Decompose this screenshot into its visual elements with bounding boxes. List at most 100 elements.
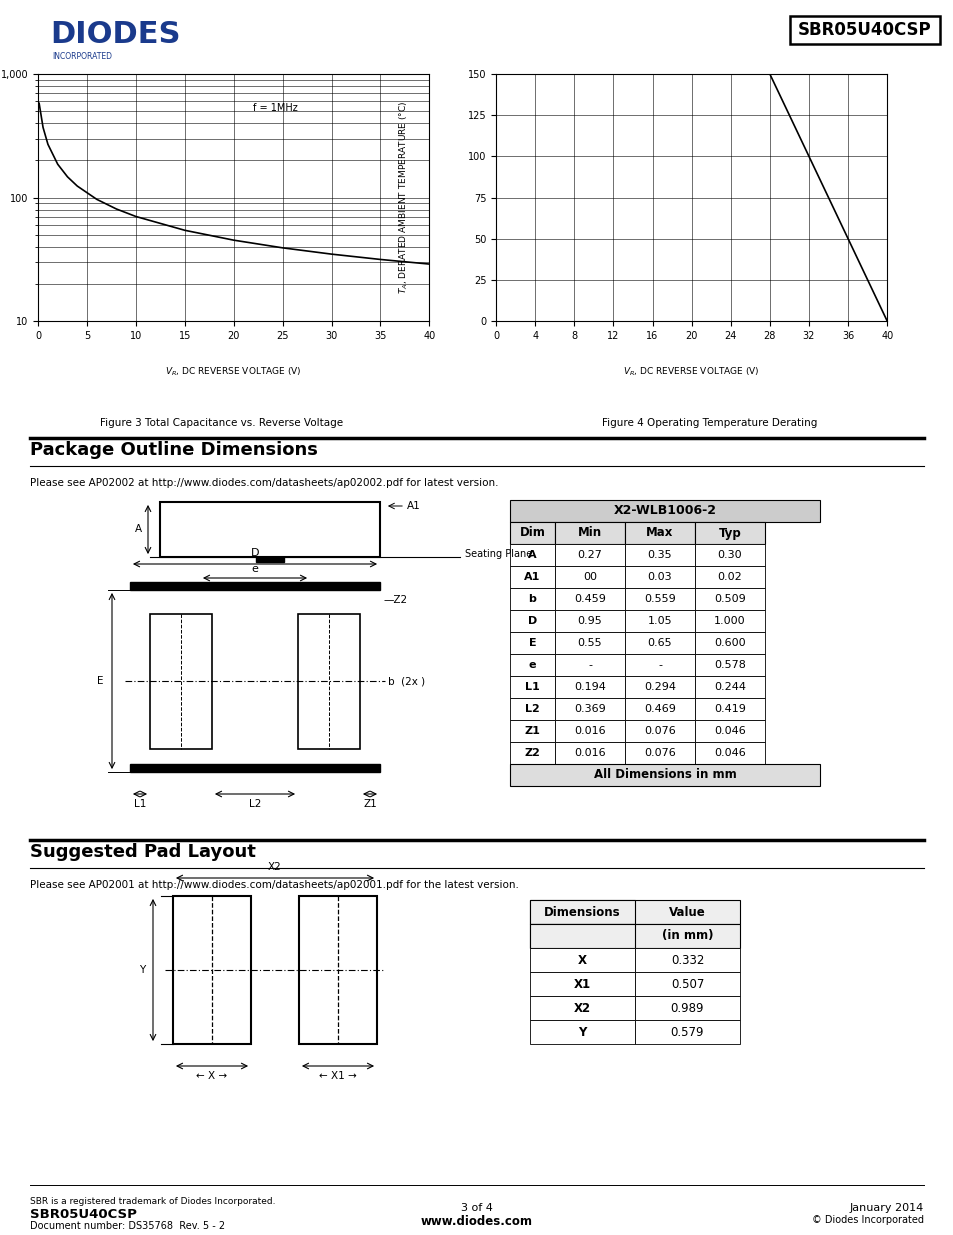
Bar [530,948,635,972]
Text: SBR is a registered trademark of Diodes Incorporated.: SBR is a registered trademark of Diodes … [30,1197,275,1207]
Bar [510,720,555,742]
Bar [510,632,555,655]
Text: L1: L1 [524,682,539,692]
Bar [695,610,764,632]
Bar [624,720,695,742]
Text: 0.509: 0.509 [714,594,745,604]
Bar [635,995,740,1020]
Text: L2: L2 [249,799,261,809]
Text: X2: X2 [268,862,281,872]
Text: Suggested Pad Layout: Suggested Pad Layout [30,844,255,861]
Text: Y: Y [578,1025,586,1039]
Bar [695,676,764,698]
Text: —Z2: —Z2 [384,595,408,605]
Text: 0.016: 0.016 [574,726,605,736]
Bar [624,543,695,566]
X-axis label: $V_R$, DC REVERSE VOLTAGE (V): $V_R$, DC REVERSE VOLTAGE (V) [622,366,760,378]
Bar [624,522,695,543]
Text: January 2014: January 2014 [849,1203,923,1213]
Text: 0.459: 0.459 [574,594,605,604]
Bar [555,676,624,698]
Text: D: D [527,616,537,626]
Bar [172,897,251,1044]
Bar [150,614,212,748]
Text: Figure 4 Operating Temperature Derating: Figure 4 Operating Temperature Derating [601,417,817,429]
Text: 1.05: 1.05 [647,616,672,626]
Text: f = 1MHz: f = 1MHz [253,104,297,114]
Text: 0.600: 0.600 [714,638,745,648]
Bar [555,610,624,632]
Bar [530,972,635,995]
Text: © Diodes Incorporated: © Diodes Incorporated [811,1215,923,1225]
Text: Seating Plane: Seating Plane [464,550,532,559]
Text: 0.95: 0.95 [577,616,601,626]
Bar [555,566,624,588]
Bar [130,582,379,590]
Bar [555,742,624,764]
Text: Figure 3 Total Capacitance vs. Reverse Voltage: Figure 3 Total Capacitance vs. Reverse V… [100,417,343,429]
Text: E: E [528,638,536,648]
Bar [510,588,555,610]
Bar [510,610,555,632]
Text: 0.419: 0.419 [713,704,745,714]
Text: 3 of 4: 3 of 4 [460,1203,493,1213]
Bar [510,742,555,764]
Bar [510,764,820,785]
Text: ← X1 →: ← X1 → [319,1071,356,1081]
Text: 0.046: 0.046 [714,726,745,736]
Text: 0.469: 0.469 [643,704,676,714]
Text: Package Outline Dimensions: Package Outline Dimensions [30,441,317,459]
Text: Document number: DS35768  Rev. 5 - 2: Document number: DS35768 Rev. 5 - 2 [30,1221,225,1231]
Text: b: b [528,594,536,604]
Bar [530,900,635,924]
Text: A: A [134,525,141,535]
Text: 0.244: 0.244 [713,682,745,692]
Bar [130,764,379,772]
Text: Z2: Z2 [524,748,539,758]
Bar [555,720,624,742]
Bar [624,632,695,655]
Text: A: A [528,550,537,559]
Text: X2: X2 [574,1002,591,1014]
Text: 1.000: 1.000 [714,616,745,626]
Text: X2-WLB1006-2: X2-WLB1006-2 [613,505,716,517]
Text: X: X [578,953,586,967]
Text: X1: X1 [574,977,591,990]
Text: All Dimensions in mm: All Dimensions in mm [593,768,736,782]
Text: Typ: Typ [718,526,740,540]
Bar [297,614,359,748]
Text: E: E [96,676,103,685]
Bar [695,698,764,720]
Text: Dim: Dim [519,526,545,540]
Text: Min: Min [578,526,601,540]
Bar [635,1020,740,1044]
Bar [695,588,764,610]
Text: (in mm): (in mm) [661,930,713,942]
Text: 0.578: 0.578 [713,659,745,671]
Text: 0.016: 0.016 [574,748,605,758]
Text: 0.02: 0.02 [717,572,741,582]
Bar [160,501,379,557]
Text: 0.989: 0.989 [670,1002,703,1014]
Bar [530,924,635,948]
Bar [695,720,764,742]
Text: Max: Max [645,526,673,540]
Text: e: e [528,659,536,671]
Text: 0.35: 0.35 [647,550,672,559]
Text: 0.65: 0.65 [647,638,672,648]
Bar [510,500,820,522]
Bar [555,698,624,720]
Text: 0.369: 0.369 [574,704,605,714]
Text: Please see AP02001 at http://www.diodes.com/datasheets/ap02001.pdf for the lates: Please see AP02001 at http://www.diodes.… [30,881,518,890]
Bar [695,543,764,566]
Bar [555,588,624,610]
Text: ← X →: ← X → [196,1071,228,1081]
Bar [510,698,555,720]
Text: 0.076: 0.076 [643,748,675,758]
Text: L2: L2 [524,704,539,714]
Bar [555,543,624,566]
Bar [510,655,555,676]
Text: 0.55: 0.55 [578,638,601,648]
Text: Y: Y [139,965,145,974]
Bar [695,566,764,588]
